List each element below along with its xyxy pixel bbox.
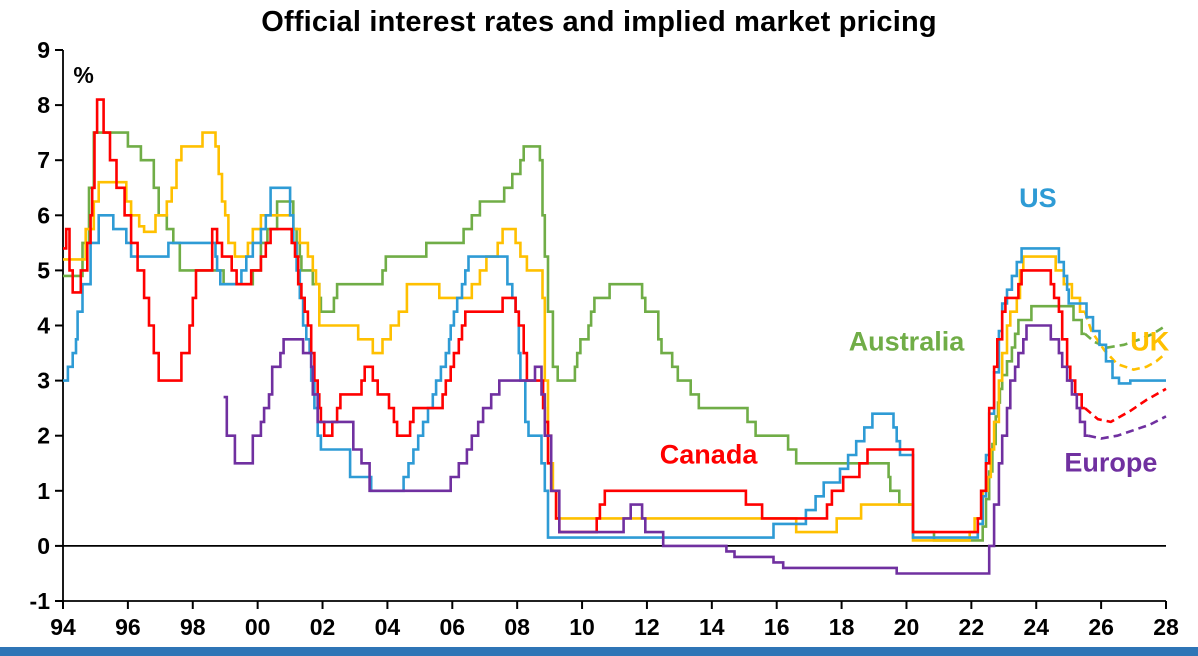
series-us-label: US — [1019, 183, 1057, 213]
series-europe-line — [223, 324, 1089, 575]
x-tick-label: 94 — [50, 614, 76, 640]
x-tick-label: 08 — [504, 614, 530, 640]
x-tick-label: 18 — [829, 614, 855, 640]
y-tick-label: 3 — [37, 368, 50, 394]
x-tick-label: 02 — [310, 614, 336, 640]
x-tick-label: 98 — [180, 614, 206, 640]
y-tick-label: 7 — [37, 147, 50, 173]
series-uk-label: UK — [1130, 326, 1169, 356]
x-tick-label: 10 — [569, 614, 595, 640]
x-tick-label: 04 — [375, 614, 401, 640]
series-europe-implied-pricing-line — [1087, 415, 1167, 440]
bottom-accent-bar — [0, 647, 1198, 656]
series-europe: Europe — [223, 324, 1167, 575]
x-tick-label: 20 — [894, 614, 920, 640]
x-tick-label: 14 — [699, 614, 725, 640]
series-uk-implied-pricing-line — [1083, 311, 1167, 371]
y-tick-label: 2 — [37, 423, 50, 449]
x-tick-label: 22 — [959, 614, 985, 640]
y-tick-label: 6 — [37, 202, 50, 228]
y-axis-unit-label: % — [73, 62, 93, 88]
x-tick-label: 00 — [245, 614, 271, 640]
x-tick-label: 12 — [634, 614, 660, 640]
series-canada-line — [63, 98, 1085, 534]
x-tick-label: 26 — [1088, 614, 1114, 640]
series-europe-label: Europe — [1064, 448, 1157, 478]
series-canada-implied-pricing-line — [1084, 387, 1167, 424]
series-australia-line — [63, 131, 1085, 542]
series-canada: Canada — [63, 98, 1167, 534]
x-tick-label: 16 — [764, 614, 790, 640]
x-tick-label: 28 — [1153, 614, 1179, 640]
y-tick-label: 1 — [37, 478, 50, 504]
series-uk: UK — [63, 131, 1170, 542]
x-tick-label: 96 — [115, 614, 141, 640]
series-australia-label: Australia — [849, 326, 966, 356]
series-australia: Australia — [63, 131, 1167, 542]
y-tick-label: 9 — [37, 37, 50, 63]
x-tick-label: 06 — [439, 614, 465, 640]
y-tick-label: -1 — [30, 588, 51, 614]
y-tick-label: 0 — [37, 533, 50, 559]
series-uk-line — [63, 131, 1085, 542]
y-tick-label: 4 — [37, 313, 50, 339]
y-tick-label: 8 — [37, 92, 50, 118]
y-tick-label: 5 — [37, 257, 50, 283]
series-canada-label: Canada — [660, 439, 759, 469]
series-australia-implied-pricing-line — [1084, 324, 1167, 349]
x-tick-label: 24 — [1023, 614, 1049, 640]
